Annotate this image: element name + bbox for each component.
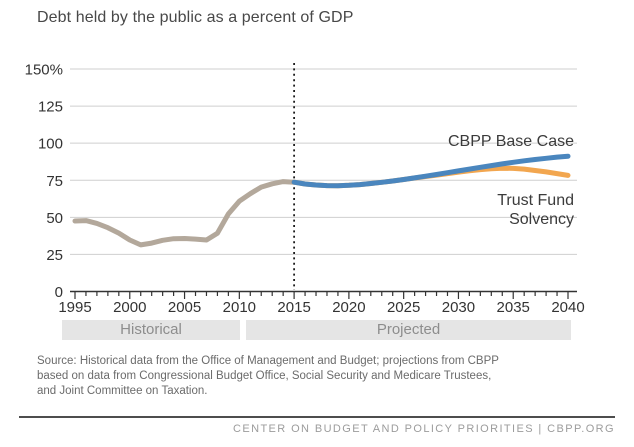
source-line-2: based on data from Congressional Budget … xyxy=(37,370,492,382)
annotation-cbpp-base-case: CBPP Base Case xyxy=(448,133,574,150)
x-tick-label-2010: 2010 xyxy=(223,299,256,316)
y-tick-label-75: 75 xyxy=(46,173,63,190)
footer-divider xyxy=(19,416,615,418)
x-tick-label-2025: 2025 xyxy=(387,299,420,316)
x-tick-label-2035: 2035 xyxy=(497,299,530,316)
x-tick-label-2030: 2030 xyxy=(442,299,475,316)
y-tick-label-0: 0 xyxy=(55,284,63,301)
series-line-cbpp-base-case xyxy=(291,153,571,189)
source-note: Source: Historical data from the Office … xyxy=(37,354,499,399)
x-tick-label-1995: 1995 xyxy=(58,299,91,316)
source-line-1: Source: Historical data from the Office … xyxy=(37,355,499,367)
source-line-3: and Joint Committee on Taxation. xyxy=(37,385,208,397)
y-tick-label-125: 125 xyxy=(38,99,63,116)
annotation-trust-fund-solvency-line-1: Trust Fund xyxy=(497,192,574,209)
period-bar-projected: Projected xyxy=(246,320,571,340)
x-tick-label-2020: 2020 xyxy=(332,299,365,316)
period-bar-historical: Historical xyxy=(62,320,240,340)
annotation-trust-fund-solvency-line-2: Solvency xyxy=(509,211,574,228)
x-tick-label-2005: 2005 xyxy=(168,299,201,316)
y-tick-label-100: 100 xyxy=(38,136,63,153)
x-tick-label-2040: 2040 xyxy=(551,299,584,316)
series-line-historical xyxy=(72,179,297,248)
x-tick-label-2015: 2015 xyxy=(277,299,310,316)
y-tick-label-25: 25 xyxy=(46,247,63,264)
y-tick-label-150: 150% xyxy=(25,62,63,79)
chart-title: Debt held by the public as a percent of … xyxy=(37,9,354,26)
y-tick-label-50: 50 xyxy=(46,210,63,227)
footer-branding: CENTER ON BUDGET AND POLICY PRIORITIES |… xyxy=(233,423,615,435)
x-tick-label-2000: 2000 xyxy=(113,299,146,316)
